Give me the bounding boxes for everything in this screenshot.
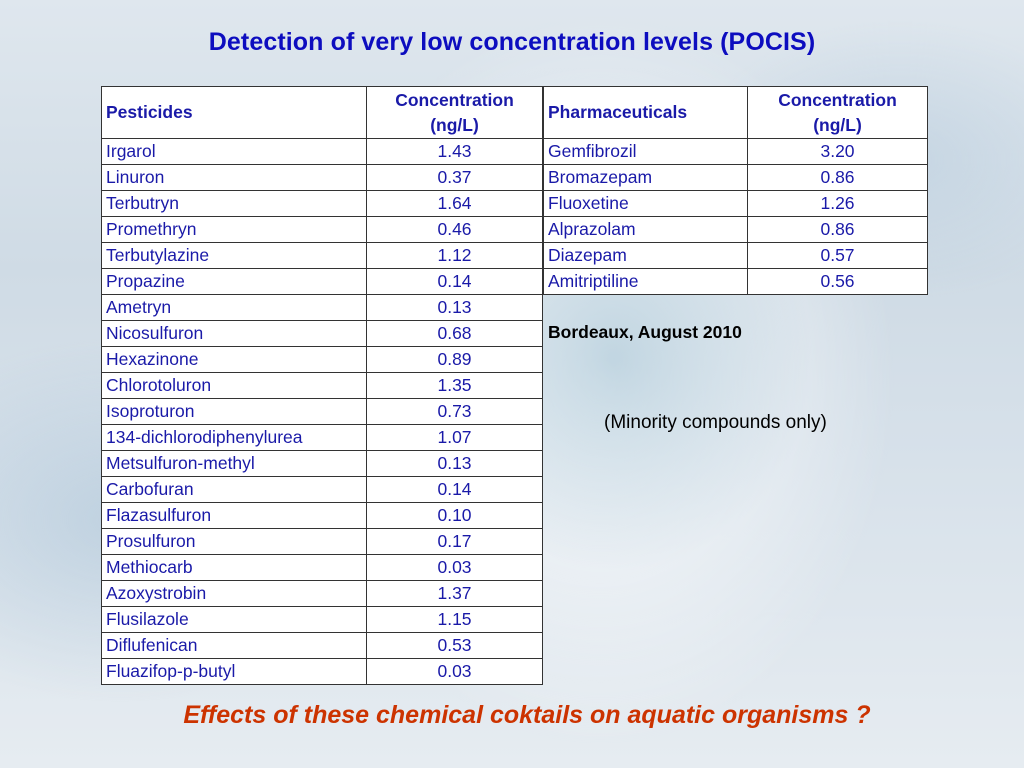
table-row: Methiocarb 0.03	[101, 554, 543, 581]
concentration-value-cell: 1.37	[366, 580, 543, 607]
concentration-value-cell: 0.86	[747, 164, 928, 191]
compound-name-cell: Amitriptiline	[543, 268, 748, 295]
concentration-value-cell: 3.20	[747, 138, 928, 165]
concentration-value-cell: 0.37	[366, 164, 543, 191]
concentration-value-cell: 0.10	[366, 502, 543, 529]
concentration-value-cell: 1.64	[366, 190, 543, 217]
table-row: Diazepam 0.57	[543, 242, 928, 269]
compound-name-cell: Azoxystrobin	[101, 580, 367, 607]
concentration-header: Concentration (ng/L)	[747, 86, 928, 139]
concentration-value-cell: 0.73	[366, 398, 543, 425]
table-row: Gemfibrozil 3.20	[543, 138, 928, 165]
table-row: Linuron 0.37	[101, 164, 543, 191]
table-row: Metsulfuron-methyl 0.13	[101, 450, 543, 477]
compound-name-cell: Irgarol	[101, 138, 367, 165]
slide-title: Detection of very low concentration leve…	[208, 28, 816, 56]
compound-name-cell: Nicosulfuron	[101, 320, 367, 347]
concentration-value-cell: 0.86	[747, 216, 928, 243]
concentration-value-cell: 1.12	[366, 242, 543, 269]
concentration-value-cell: 0.13	[366, 294, 543, 321]
concentration-value-cell: 1.07	[366, 424, 543, 451]
minority-compounds-note: (Minority compounds only)	[604, 412, 827, 433]
table-row: Alprazolam 0.86	[543, 216, 928, 243]
concentration-value-cell: 1.35	[366, 372, 543, 399]
table-row: Bromazepam 0.86	[543, 164, 928, 191]
table-row: Fluoxetine 1.26	[543, 190, 928, 217]
concentration-value-cell: 1.43	[366, 138, 543, 165]
compound-name-cell: Diazepam	[543, 242, 748, 269]
compound-name-cell: Linuron	[101, 164, 367, 191]
concentration-header-line1: Concentration	[395, 89, 514, 110]
pharmaceuticals-table: Pharmaceuticals Concentration (ng/L) Gem…	[543, 86, 928, 295]
table-row: Chlorotoluron 1.35	[101, 372, 543, 399]
concentration-value-cell: 0.13	[366, 450, 543, 477]
location-date-note: Bordeaux, August 2010	[548, 322, 742, 342]
pesticides-table: Pesticides Concentration (ng/L) Irgarol 1…	[101, 86, 543, 685]
compound-name-cell: Fluazifop-p-butyl	[101, 658, 367, 685]
table-row: Carbofuran 0.14	[101, 476, 543, 503]
concentration-value-cell: 0.53	[366, 632, 543, 659]
compound-name-cell: Promethryn	[101, 216, 367, 243]
table-row: Terbutryn 1.64	[101, 190, 543, 217]
table-row: Amitriptiline 0.56	[543, 268, 928, 295]
concentration-value-cell: 0.68	[366, 320, 543, 347]
compound-name-cell: Hexazinone	[101, 346, 367, 373]
compound-name-cell: Fluoxetine	[543, 190, 748, 217]
table-row: Isoproturon 0.73	[101, 398, 543, 425]
table-row: Irgarol 1.43	[101, 138, 543, 165]
compound-name-cell: Diflufenican	[101, 632, 367, 659]
compound-name-cell: Alprazolam	[543, 216, 748, 243]
compound-name-cell: Prosulfuron	[101, 528, 367, 555]
concentration-value-cell: 1.26	[747, 190, 928, 217]
concentration-value-cell: 0.46	[366, 216, 543, 243]
compound-name-cell: Terbutryn	[101, 190, 367, 217]
compound-name-cell: Flusilazole	[101, 606, 367, 633]
compound-name-cell: Metsulfuron-methyl	[101, 450, 367, 477]
concentration-value-cell: 0.14	[366, 476, 543, 503]
footer-question: Effects of these chemical coktails on aq…	[183, 701, 871, 729]
concentration-header-line1: Concentration	[778, 89, 897, 110]
table-row: Prosulfuron 0.17	[101, 528, 543, 555]
concentration-value-cell: 0.03	[366, 658, 543, 685]
concentration-value-cell: 0.57	[747, 242, 928, 269]
concentration-value-cell: 0.14	[366, 268, 543, 295]
concentration-header-line2: (ng/L)	[813, 114, 862, 135]
table-row: Terbutylazine 1.12	[101, 242, 543, 269]
table-row: Flazasulfuron 0.10	[101, 502, 543, 529]
table-row: Ametryn 0.13	[101, 294, 543, 321]
compound-name-cell: Ametryn	[101, 294, 367, 321]
concentration-header-line2: (ng/L)	[430, 114, 479, 135]
table-header-row: Pesticides Concentration (ng/L)	[101, 86, 543, 139]
compound-name-cell: Flazasulfuron	[101, 502, 367, 529]
concentration-value-cell: 0.17	[366, 528, 543, 555]
compound-name-cell: Gemfibrozil	[543, 138, 748, 165]
pesticides-header: Pesticides	[101, 86, 367, 139]
compound-name-cell: Carbofuran	[101, 476, 367, 503]
table-row: Nicosulfuron 0.68	[101, 320, 543, 347]
compound-name-cell: Chlorotoluron	[101, 372, 367, 399]
table-row: 134-dichlorodiphenylurea 1.07	[101, 424, 543, 451]
concentration-value-cell: 1.15	[366, 606, 543, 633]
table-row: Fluazifop-p-butyl 0.03	[101, 658, 543, 685]
compound-name-cell: Isoproturon	[101, 398, 367, 425]
table-row: Hexazinone 0.89	[101, 346, 543, 373]
compound-name-cell: Bromazepam	[543, 164, 748, 191]
concentration-value-cell: 0.03	[366, 554, 543, 581]
table-row: Promethryn 0.46	[101, 216, 543, 243]
table-row: Flusilazole 1.15	[101, 606, 543, 633]
concentration-header: Concentration (ng/L)	[366, 86, 543, 139]
table-header-row: Pharmaceuticals Concentration (ng/L)	[543, 86, 928, 139]
compound-name-cell: 134-dichlorodiphenylurea	[101, 424, 367, 451]
table-row: Diflufenican 0.53	[101, 632, 543, 659]
pharmaceuticals-header: Pharmaceuticals	[543, 86, 748, 139]
compound-name-cell: Methiocarb	[101, 554, 367, 581]
concentration-value-cell: 0.89	[366, 346, 543, 373]
concentration-value-cell: 0.56	[747, 268, 928, 295]
compound-name-cell: Propazine	[101, 268, 367, 295]
table-row: Propazine 0.14	[101, 268, 543, 295]
compound-name-cell: Terbutylazine	[101, 242, 367, 269]
table-row: Azoxystrobin 1.37	[101, 580, 543, 607]
